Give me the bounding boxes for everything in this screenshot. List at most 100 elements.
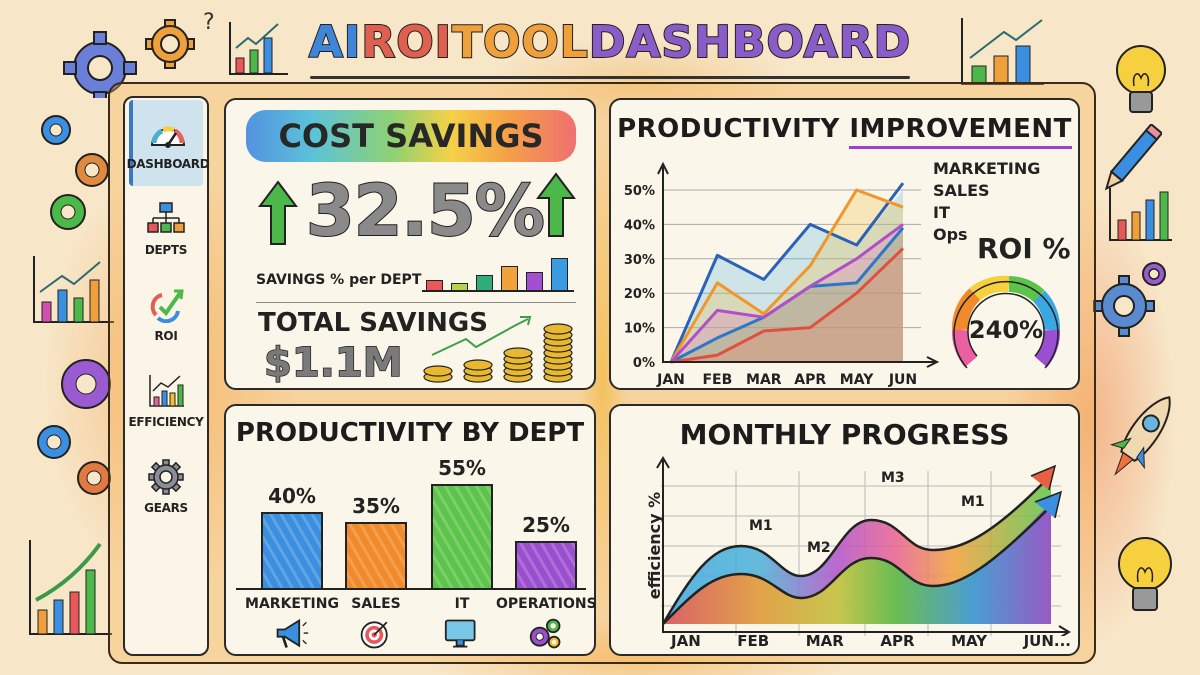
legend-item: MARKETING — [933, 159, 1041, 178]
y-tick-label: 50% — [624, 184, 655, 199]
target-icon — [360, 621, 388, 649]
title-word: TOOL — [451, 16, 589, 69]
growth-chart-doodle — [229, 22, 288, 75]
bar-chart-doodle-right — [1109, 188, 1172, 241]
bar-chart-doodle — [961, 18, 1044, 85]
x-axis-labels: JAN FEB MAR APR MAY JUN... — [671, 632, 1071, 650]
monthly-progress-title: MONTHLY PROGRESS — [679, 418, 1010, 451]
dept-bar-operations — [515, 540, 577, 588]
dept-bar-chart — [236, 466, 586, 590]
x-tick-label: APR — [794, 372, 826, 388]
x-tick-label: APR — [880, 632, 915, 650]
y-tick-label: 20% — [624, 287, 655, 302]
annotation-m2: M2 — [807, 540, 831, 556]
total-savings-value: $1.1M — [263, 339, 403, 387]
legend-item: IT — [933, 203, 950, 222]
sidebar-item-roi[interactable]: ROI — [125, 272, 207, 358]
roi-value: 240% — [969, 316, 1043, 344]
roi-label: ROI % — [977, 232, 1071, 265]
savings-bar — [551, 258, 568, 290]
legend-item: SALES — [933, 181, 990, 200]
x-tick-label: JAN — [656, 372, 685, 388]
left-growth-chart-2 — [29, 540, 112, 635]
sidebar-item-depts[interactable]: DEPTS — [125, 186, 207, 272]
dept-value-label: 40% — [268, 484, 316, 508]
coin-stacks-icon — [423, 316, 573, 383]
sidebar-item-dashboard[interactable]: DASHBOARD — [127, 100, 210, 186]
page-title: AI ROI TOOL DASHBOARD — [308, 12, 912, 72]
savings-per-dept-chart — [422, 248, 574, 292]
x-tick-label: JUN — [888, 372, 917, 388]
dept-name-label: IT — [454, 596, 470, 612]
orange-gear-icon — [145, 19, 195, 69]
left-gears-cluster — [41, 115, 109, 230]
x-tick-label: MAY — [840, 372, 874, 388]
series-line — [669, 182, 905, 363]
title-part: PRODUCTIVITY — [617, 114, 840, 144]
monthly-progress-area-chart — [656, 456, 1071, 636]
savings-bar — [526, 272, 543, 290]
dept-value-label: 55% — [438, 455, 486, 480]
annotation-m1: M1 — [749, 518, 773, 534]
sidebar-item-label: DASHBOARD — [126, 157, 210, 171]
y-tick-label: 10% — [624, 322, 655, 337]
dept-name-label: SALES — [351, 596, 401, 612]
dept-bar-it — [431, 483, 493, 588]
dept-name-label: OPERATIONS — [496, 596, 597, 612]
annotation-m3: M3 — [881, 470, 905, 486]
y-tick-label: 30% — [624, 253, 655, 268]
blue-gear-icon — [1093, 262, 1166, 337]
monitor-icon — [444, 619, 476, 648]
x-tick-label: JAN — [671, 632, 701, 650]
sidebar-item-label: GEARS — [144, 501, 188, 515]
legend-item: Ops — [933, 225, 968, 244]
lightbulb-icon — [1116, 45, 1166, 113]
savings-bar — [501, 266, 518, 290]
dept-value-label: 35% — [352, 493, 400, 518]
savings-per-dept-label: SAVINGS % per DEPT — [256, 272, 422, 288]
dept-name-label: MARKETING — [245, 596, 339, 612]
roi-gauge: 240% — [951, 275, 1061, 369]
gauge-icon — [150, 126, 186, 148]
lightbulb-icon-bottom — [1118, 537, 1172, 611]
series-line — [669, 188, 904, 363]
series-line — [669, 223, 904, 364]
sidebar-item-efficiency[interactable]: EFFICIENCY — [125, 358, 207, 444]
left-gears-cluster-2 — [37, 359, 111, 495]
savings-bar — [451, 283, 468, 290]
productivity-by-dept-card: PRODUCTIVITY BY DEPT 40% 35% 55% 25% MARKETI… — [224, 404, 597, 656]
x-tick-label: FEB — [702, 372, 732, 388]
series-line — [670, 247, 905, 364]
blue-purple-gear-icon — [63, 31, 137, 98]
megaphone-icon — [276, 618, 309, 648]
savings-bar — [476, 275, 493, 290]
divider — [256, 302, 576, 303]
bar-chart-icon — [149, 375, 184, 407]
roi-cycle-icon — [150, 289, 184, 323]
annotation-m1-second: M1 — [961, 494, 985, 510]
x-tick-label: MAY — [951, 632, 988, 650]
dept-bar-marketing — [261, 512, 323, 588]
dept-value-label: 25% — [522, 512, 570, 537]
sidebar-item-gears[interactable]: GEARS — [125, 444, 207, 530]
chart-legend: MARKETING SALES IT Ops — [933, 158, 1040, 246]
sidebar-item-label: ROI — [154, 329, 178, 343]
x-tick-label: MAR — [746, 372, 782, 388]
savings-percentage: 32.5% — [305, 169, 546, 253]
sidebar-item-label: EFFICIENCY — [128, 415, 204, 429]
title-word: ROI — [360, 16, 452, 69]
cost-savings-title: COST SAVINGS — [246, 110, 576, 162]
productivity-by-dept-title: PRODUCTIVITY BY DEPT — [235, 418, 585, 448]
cost-savings-title-text: COST SAVINGS — [278, 117, 544, 155]
pencil-icon — [1104, 124, 1162, 191]
question-mark-doodle: ? — [203, 10, 215, 35]
x-tick-label: FEB — [737, 632, 770, 650]
title-underline — [310, 76, 910, 79]
title-word: AI — [308, 16, 362, 69]
title-word: DASHBOARD — [588, 16, 912, 69]
up-arrow-icon — [536, 172, 576, 237]
sidebar: DASHBOARD DEPTS ROI EFFICIENCY — [123, 96, 210, 656]
x-tick-label: MAR — [805, 632, 844, 650]
y-tick-label: 40% — [624, 218, 655, 233]
org-chart-icon — [147, 202, 185, 233]
